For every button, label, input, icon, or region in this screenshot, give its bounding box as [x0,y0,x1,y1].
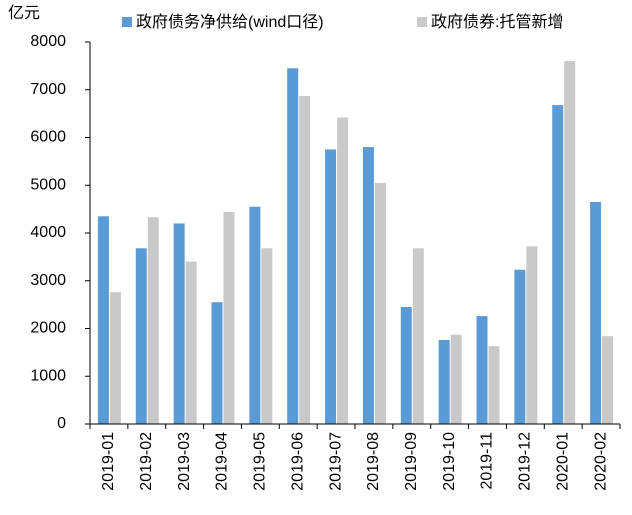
bar [97,216,109,424]
x-tick-label: 2019-05 [252,432,269,491]
y-tick-label: 2000 [30,320,66,337]
x-tick-label: 2019-08 [365,432,382,491]
bar [147,217,159,424]
legend-swatch [122,17,132,27]
bar [211,302,223,424]
bar [374,182,386,424]
bar [602,336,614,424]
x-tick-label: 2019-07 [327,432,344,491]
bar [223,211,235,424]
y-axis-label: 亿元 [8,4,40,22]
bar [261,248,273,424]
bar [412,248,424,424]
bar [173,223,185,424]
y-tick-label: 7000 [30,81,66,98]
bar [476,316,488,424]
legend-swatch [417,17,427,27]
x-tick-label: 2019-03 [176,432,193,491]
bar [135,248,147,424]
bar [438,339,450,424]
bar [185,261,197,424]
bar [564,61,576,424]
x-tick-label: 2019-02 [138,432,155,491]
legend-label: 政府债务净供给(wind口径) [136,13,324,31]
x-tick-label: 2019-01 [100,432,117,491]
bar [249,206,261,424]
y-tick-label: 6000 [30,129,66,146]
y-tick-label: 0 [57,415,66,432]
x-tick-label: 2019-10 [441,432,458,491]
x-tick-label: 2019-11 [479,432,496,490]
bar [299,95,311,425]
x-tick-label: 2019-12 [517,432,534,491]
bar [488,346,500,424]
legend-label: 政府债券:托管新增 [431,13,563,31]
x-tick-label: 2020-02 [592,432,609,491]
x-tick-label: 2019-09 [403,432,420,491]
bar [400,307,412,424]
y-tick-label: 3000 [30,272,66,289]
bar [337,117,349,424]
y-tick-label: 5000 [30,176,66,193]
y-tick-label: 8000 [30,33,66,50]
bar [109,292,121,424]
x-tick-label: 2019-06 [289,432,306,491]
y-tick-label: 1000 [30,367,66,384]
bar [526,246,538,424]
bar [362,147,374,425]
bar [450,334,462,424]
bar [514,269,526,424]
x-tick-label: 2019-04 [214,432,231,491]
bar [287,68,299,424]
y-tick-label: 4000 [30,224,66,241]
bar [590,201,602,424]
bar [325,149,337,424]
x-tick-label: 2020-01 [554,432,571,491]
bar [552,105,564,424]
